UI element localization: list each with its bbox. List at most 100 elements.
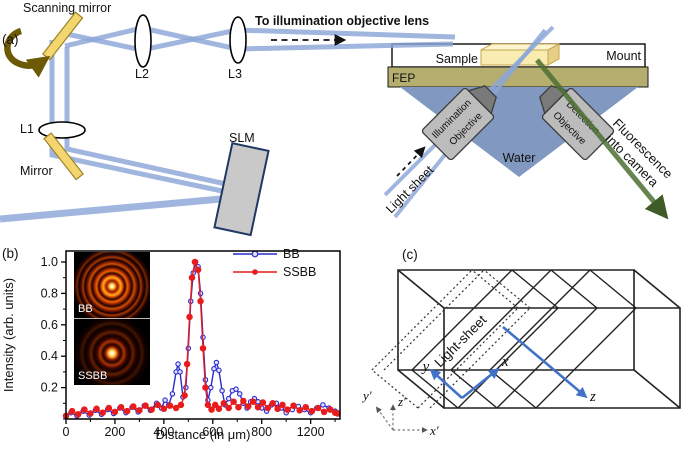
sample-volume-box (397, 269, 681, 409)
l1-label: L1 (20, 122, 34, 136)
series-marker-SSBB (235, 403, 242, 411)
series-marker-SSBB (123, 407, 131, 415)
series-marker-SSBB (290, 402, 297, 409)
series-marker-SSBB (81, 406, 88, 413)
y-axis-title: Intensity (arb. units) (1, 278, 16, 392)
slm-label: SLM (229, 131, 255, 145)
legend-label-bb: BB (283, 247, 300, 261)
series-marker-SSBB (314, 404, 322, 412)
chart-legend: BB SSBB (233, 247, 316, 279)
l2-label: L2 (135, 67, 149, 81)
l3-label: L3 (228, 67, 242, 81)
series-marker-SSBB (197, 297, 204, 305)
series-marker-SSBB (154, 401, 161, 409)
series-marker-SSBB (245, 403, 252, 410)
fluorescence-beam (535, 58, 669, 220)
beam-paths (0, 25, 555, 223)
fep-label: FEP (392, 71, 415, 85)
y-tick-label: 0.2 (41, 381, 58, 395)
series-marker-SSBB (274, 405, 281, 413)
panel-a-optical-setup: Illumination Objective Detection Objecti… (0, 1, 676, 237)
series-marker-SSBB (264, 404, 272, 412)
series-marker-SSBB (68, 407, 76, 415)
series-marker-SSBB (117, 403, 125, 411)
axis-y-prime-label: y′ (361, 388, 372, 403)
to-illumination-label: To illumination objective lens (255, 14, 429, 28)
series-marker-SSBB (166, 402, 174, 409)
series-marker-BB (213, 359, 220, 366)
x-tick-label: 400 (153, 425, 174, 439)
axis-x-label: x (501, 354, 509, 370)
mirror-label: Mirror (20, 164, 53, 178)
lens-l3 (229, 16, 247, 64)
series-marker-SSBB (225, 404, 232, 412)
series-marker-SSBB (148, 406, 155, 413)
axis-y-label: y (421, 359, 430, 375)
series-marker-SSBB (160, 405, 168, 413)
series-marker-BB (177, 369, 183, 375)
rotation-arrow (4, 27, 51, 78)
series-marker-SSBB (186, 313, 193, 321)
series-marker-SSBB (284, 406, 291, 413)
series-marker-SSBB (194, 266, 202, 274)
panel-b-chart: (b) Distance (in μm) Intensity (arb. uni… (0, 238, 360, 454)
panel-a-label: (a) (2, 32, 19, 47)
series-marker-BB (211, 366, 217, 372)
fep-layer (387, 66, 649, 88)
illumination-objective: Illumination Objective (421, 85, 497, 161)
x-axis-title: Distance (in μm) (156, 427, 251, 442)
series-marker-SSBB (199, 345, 207, 352)
series-marker-BB (216, 367, 222, 374)
series-marker-BB (219, 387, 225, 394)
series-marker-SSBB (296, 407, 303, 414)
series-marker-SSBB (320, 408, 328, 416)
series-marker-SSBB (172, 404, 180, 412)
series-marker-BB (255, 398, 261, 405)
water-label: Water (503, 151, 536, 165)
series-marker-SSBB (177, 401, 185, 409)
legend-label-ssbb: SSBB (283, 265, 316, 279)
y-tick-label: 0.4 (41, 349, 58, 363)
axis-z-prime-label: z′ (397, 394, 406, 409)
series-marker-SSBB (142, 402, 149, 409)
series-marker-BB (175, 361, 181, 367)
inset-ssbb-beam-profile: SSBB (74, 319, 150, 385)
series-marker-SSBB (130, 403, 137, 410)
lab-frame-axes (375, 404, 428, 433)
slm-panel (213, 142, 270, 237)
y-tick-label: 0.6 (41, 318, 58, 332)
lens-l1 (38, 121, 86, 139)
axis-z-label: z (589, 389, 596, 405)
series-marker-SSBB (240, 397, 247, 405)
series-marker-SSBB (87, 410, 94, 417)
x-tick-label: 600 (202, 425, 223, 439)
inset-ssbb-label: SSBB (78, 370, 108, 382)
panel-c-label: (c) (402, 247, 418, 262)
y-tick-label: 1.0 (41, 255, 58, 269)
sheet-axes (429, 326, 588, 400)
sample-box (480, 43, 560, 66)
series-marker-SSBB (230, 398, 237, 405)
series-marker-SSBB (93, 405, 100, 413)
panel-c-geometry: (c) Light-sheet y x z x′ z′ y′ (360, 238, 687, 454)
fold-mirror-bar (43, 132, 85, 181)
series-marker-BB (236, 391, 243, 397)
series-marker-BB (208, 384, 214, 391)
series-marker-SSBB (254, 403, 262, 411)
sheet-plane-dotted (371, 269, 531, 409)
mount-label: Mount (606, 49, 641, 63)
series-marker-SSBB (208, 406, 215, 413)
series-marker-SSBB (202, 384, 209, 391)
x-tick-label: 200 (104, 425, 125, 439)
legend-marker-bb (251, 250, 259, 258)
series-marker-SSBB (215, 405, 223, 413)
y-tick-label: 0.8 (41, 286, 58, 300)
series-marker-SSBB (111, 408, 119, 416)
series-marker-SSBB (269, 400, 276, 407)
series-marker-BB (320, 402, 326, 408)
series-marker-SSBB (74, 411, 82, 418)
series-marker-SSBB (220, 400, 228, 407)
series-marker-SSBB (204, 401, 212, 409)
series-marker-SSBB (211, 401, 219, 409)
